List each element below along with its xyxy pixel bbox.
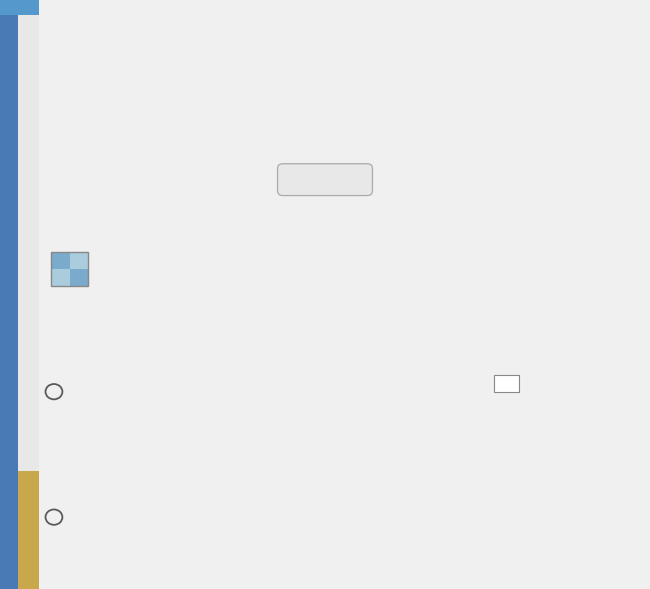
Text: f(x) = x: f(x) = x [47, 140, 112, 158]
Text: Use the graphing tool to graph the function.: Use the graphing tool to graph the funct… [47, 210, 402, 224]
Text: .: . [521, 385, 526, 399]
Text: B.: B. [68, 510, 86, 525]
Text: Graph the following function f(x). Estimate the intervals on which the: Graph the following function f(x). Estim… [47, 47, 604, 62]
Text: A.: A. [68, 385, 86, 399]
Text: There is no interval on which the function f(x) is increasing.: There is no interval on which the functi… [84, 510, 564, 525]
Text: (Type your answer in interval notation. Use a comma to: (Type your answer in interval notation. … [84, 408, 493, 423]
Text: choice.: choice. [47, 370, 104, 385]
Text: • • •: • • • [313, 175, 337, 184]
Text: separate answers as needed.): separate answers as needed.) [84, 435, 306, 450]
Text: The function f is increasing on the interval(s): The function f is increasing on the inte… [84, 385, 446, 399]
Text: choice below and, if necessary, fill in the answer box to complete your: choice below and, if necessary, fill in … [47, 339, 614, 354]
Text: minima.: minima. [47, 114, 112, 129]
Text: 2: 2 [130, 135, 138, 148]
Text: function is increasing or decreasing and any relative maxima or: function is increasing or decreasing and… [47, 81, 561, 95]
Text: − 4x − 5: − 4x − 5 [138, 140, 221, 158]
Text: Determine on which interval(s) f(x) is increasing. Select the correct: Determine on which interval(s) f(x) is i… [47, 309, 588, 323]
